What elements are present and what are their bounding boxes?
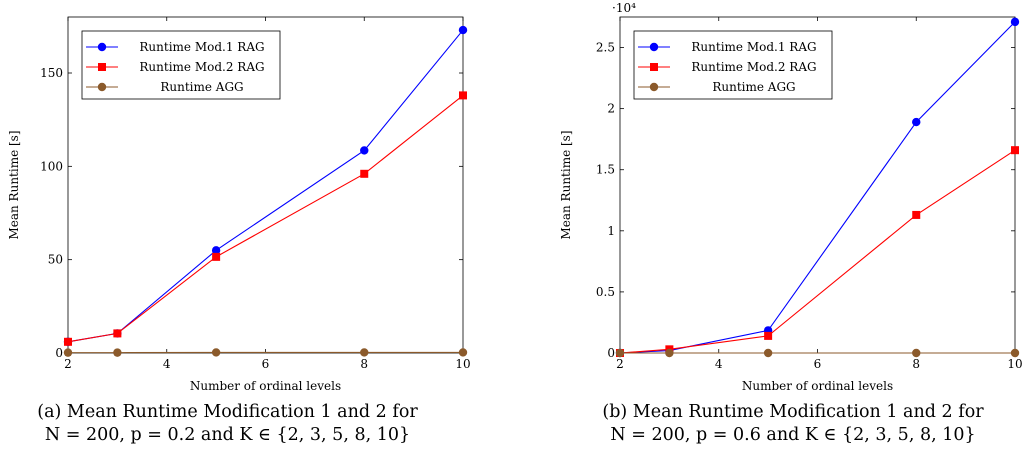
- data-point-b-1: [912, 117, 921, 127]
- legend-label-a: Runtime Mod.2 RAG: [139, 60, 264, 74]
- x-axis-label-a: Number of ordinal levels: [190, 379, 341, 393]
- data-point-a-1: [458, 25, 468, 35]
- data-point-a-3: [63, 348, 73, 357]
- y-tick-label-b: 0: [607, 346, 615, 360]
- x-tick-label-a: 8: [360, 357, 368, 371]
- data-point-a-2: [459, 91, 467, 100]
- y-tick-label-a: 150: [40, 66, 63, 80]
- x-tick-label-a: 4: [163, 357, 171, 371]
- caption-a-line2: N = 200, p = 0.2 and K ∈ {2, 3, 5, 8, 10…: [44, 425, 411, 445]
- x-tick-label-a: 2: [64, 357, 72, 371]
- legend-label-b: Runtime Mod.2 RAG: [691, 60, 816, 74]
- data-point-b-3: [1010, 348, 1020, 358]
- y-tick-label-b: 0.5: [596, 285, 615, 299]
- plot-b: 2 4 6 8 10 0 0.5 1 1.5 2 2.5 Number of ordinal leve…: [559, 1, 1023, 393]
- data-point-a-1: [360, 146, 369, 155]
- data-point-a-3: [211, 348, 221, 357]
- y-tick-label-a: 0: [55, 346, 63, 360]
- legend-b: Runtime Mod.1 RAG Runtime Mod.2 RAG Runtim…: [633, 30, 833, 100]
- x-tick-label-b: 8: [912, 357, 920, 371]
- legend-marker-a: [97, 82, 107, 92]
- data-point-a-2: [113, 329, 122, 338]
- legend-marker-b: [649, 42, 659, 52]
- caption-a-line1: (a) Mean Runtime Modification 1 and 2 fo…: [37, 402, 418, 422]
- y-tick-label-b: 2: [607, 102, 615, 116]
- y-tick-label-a: 100: [40, 159, 63, 173]
- data-point-b-2: [764, 331, 773, 340]
- y-tick-label-b: 2.5: [596, 41, 615, 55]
- data-point-b-2: [1011, 146, 1019, 155]
- data-point-b-1: [1010, 17, 1020, 27]
- y-tick-label-b: 1.5: [596, 163, 615, 177]
- legend-box-b: [633, 30, 833, 100]
- legend-label-b: Runtime AGG: [712, 80, 795, 94]
- caption-b-line2: N = 200, p = 0.6 and K ∈ {2, 3, 5, 8, 10…: [610, 425, 976, 445]
- legend-label-a: Runtime AGG: [160, 80, 243, 94]
- caption-b-line1: (b) Mean Runtime Modification 1 and 2 fo…: [602, 402, 984, 422]
- legend-marker-a: [98, 63, 106, 71]
- legend-marker-b: [649, 82, 659, 92]
- x-axis-label-b: Number of ordinal levels: [742, 379, 893, 393]
- y-tick-label-b: 1: [607, 224, 615, 238]
- data-point-a-3: [360, 348, 369, 357]
- x-tick-label-b: 10: [1007, 357, 1022, 371]
- caption-a: (a) Mean Runtime Modification 1 and 2 fo…: [0, 401, 455, 447]
- y-axis-label-a: Mean Runtime [s]: [7, 130, 21, 239]
- legend-marker-b: [650, 63, 658, 71]
- data-point-b-2: [912, 210, 921, 219]
- legend-box-a: [81, 30, 281, 100]
- x-tick-label-a: 6: [262, 357, 270, 371]
- legend-label-b: Runtime Mod.1 RAG: [691, 40, 816, 54]
- data-point-a-2: [360, 169, 369, 178]
- x-tick-label-a: 10: [455, 357, 470, 371]
- data-point-b-3: [615, 348, 625, 358]
- x-tick-label-b: 4: [715, 357, 723, 371]
- data-point-a-2: [212, 252, 221, 261]
- data-point-b-3: [763, 348, 773, 358]
- y-exponent-label-b: ·10⁴: [612, 1, 636, 15]
- x-tick-label-b: 6: [814, 357, 822, 371]
- data-point-a-3: [458, 348, 468, 357]
- y-tick-label-a: 50: [48, 253, 63, 267]
- caption-b: (b) Mean Runtime Modification 1 and 2 fo…: [548, 401, 1024, 447]
- legend-marker-a: [97, 42, 107, 52]
- data-point-b-3: [912, 348, 921, 358]
- y-axis-label-b: Mean Runtime [s]: [559, 130, 573, 239]
- series-line-a-2: [67, 94, 464, 343]
- legend-a: Runtime Mod.1 RAG Runtime Mod.2 RAG Runtim…: [81, 30, 281, 100]
- data-point-a-1: [211, 246, 221, 255]
- series-line-b-2: [619, 149, 1016, 354]
- data-point-a-3: [113, 348, 122, 357]
- legend-label-a: Runtime Mod.1 RAG: [139, 40, 264, 54]
- data-point-a-2: [64, 337, 72, 346]
- data-point-b-3: [665, 348, 674, 358]
- x-tick-label-b: 2: [616, 357, 624, 371]
